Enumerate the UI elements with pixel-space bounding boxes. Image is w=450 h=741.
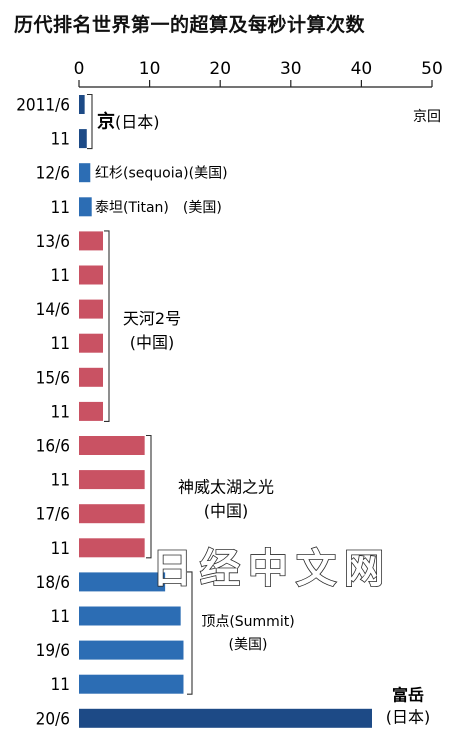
- bar-usa: [79, 572, 166, 592]
- bar-usa: [79, 674, 184, 694]
- annotation-fugaku-name: 富岳: [392, 685, 424, 704]
- category-label: 13/6: [36, 232, 70, 252]
- category-label: 11: [51, 539, 70, 559]
- annotation-kei: 京(日本): [97, 111, 160, 133]
- annotation-summit-name: 顶点(Summit): [201, 614, 294, 630]
- bar-china: [79, 538, 145, 558]
- category-label: 20/6: [36, 709, 70, 729]
- x-tick-label-50: 50: [421, 59, 443, 79]
- bracket-sunway: [146, 434, 152, 559]
- bracket-kei: [87, 93, 93, 150]
- category-label: 16/6: [36, 437, 70, 457]
- category-label: 2011/6: [16, 96, 70, 116]
- annotation-summit-country: (美国): [229, 637, 268, 653]
- bar-japan: [79, 129, 87, 149]
- bar-china: [79, 333, 104, 353]
- category-label: 11: [51, 675, 70, 695]
- bar-china: [79, 401, 104, 421]
- category-label: 11: [51, 198, 70, 218]
- annotation-tianhe-name: 天河2号: [123, 309, 181, 328]
- category-label: 11: [51, 266, 70, 286]
- annotation-sunway-name: 神威太湖之光: [178, 478, 274, 497]
- chart-title: 历代排名世界第一的超算及每秒计算次数: [14, 14, 366, 36]
- bar-china: [79, 504, 145, 524]
- category-label: 18/6: [36, 573, 70, 593]
- bar-japan: [79, 95, 85, 114]
- category-label: 11: [51, 334, 70, 354]
- category-label: 15/6: [36, 368, 70, 388]
- bar-usa: [79, 606, 181, 626]
- category-label: 11: [51, 130, 70, 150]
- bar-china: [79, 299, 104, 319]
- category-label: 11: [51, 607, 70, 627]
- bracket-summit: [187, 571, 193, 695]
- x-tick-label-10: 10: [139, 59, 161, 79]
- bar-china: [79, 436, 145, 455]
- x-tick-label-0: 0: [74, 59, 85, 79]
- category-label: 14/6: [36, 300, 70, 320]
- bar-china: [79, 367, 104, 387]
- category-label: 11: [51, 402, 70, 422]
- annotation-sunway-country: (中国): [204, 502, 249, 521]
- bar-china: [79, 231, 104, 251]
- category-label: 12/6: [36, 164, 70, 184]
- unit-label: 京回: [413, 109, 441, 125]
- x-tick-label-30: 30: [280, 59, 302, 79]
- annotations: 京(日本) 红杉(sequoia)(美国) 泰坦(Titan) (美国) 天河2号 (中…: [87, 93, 431, 726]
- annotation-sequoia: 红杉(sequoia)(美国): [95, 166, 228, 182]
- bar-usa: [79, 163, 91, 183]
- x-tick-label-40: 40: [351, 59, 373, 79]
- category-labels: 2011/6 11 12/6 11 13/6 11 14/6 11 15/6 11 16/6 11 17…: [16, 96, 70, 730]
- bar-usa: [79, 640, 184, 660]
- annotation-fugaku-country: (日本): [386, 707, 431, 726]
- x-tick-label-20: 20: [209, 59, 231, 79]
- category-label: 11: [51, 471, 70, 491]
- annotation-tianhe-country: (中国): [130, 333, 175, 352]
- bar-china: [79, 265, 104, 285]
- x-axis-ticks: 0 10 20 30 40 50: [74, 59, 443, 88]
- bar-china: [79, 470, 145, 490]
- bars: [79, 95, 372, 728]
- bar-usa: [79, 197, 92, 217]
- category-label: 17/6: [36, 505, 70, 525]
- category-label: 19/6: [36, 641, 70, 661]
- bar-japan: [79, 708, 372, 728]
- annotation-titan: 泰坦(Titan) (美国): [95, 200, 222, 216]
- watermark: 日经中文网: [152, 545, 392, 592]
- bracket-tianhe: [104, 230, 110, 422]
